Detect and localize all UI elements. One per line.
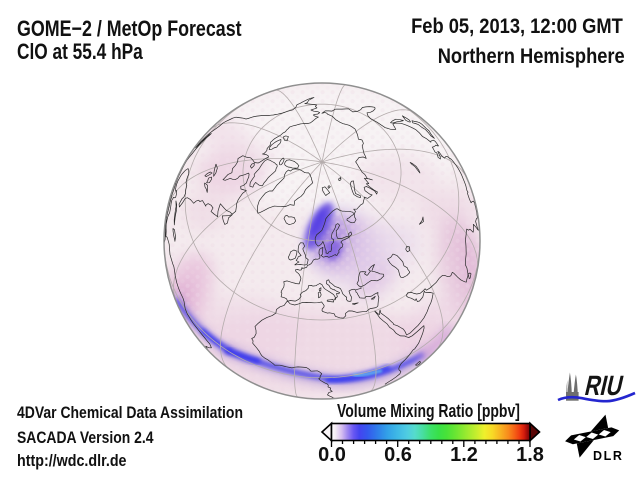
svg-text:DLR: DLR xyxy=(593,449,624,463)
svg-text:RIU: RIU xyxy=(582,371,626,402)
